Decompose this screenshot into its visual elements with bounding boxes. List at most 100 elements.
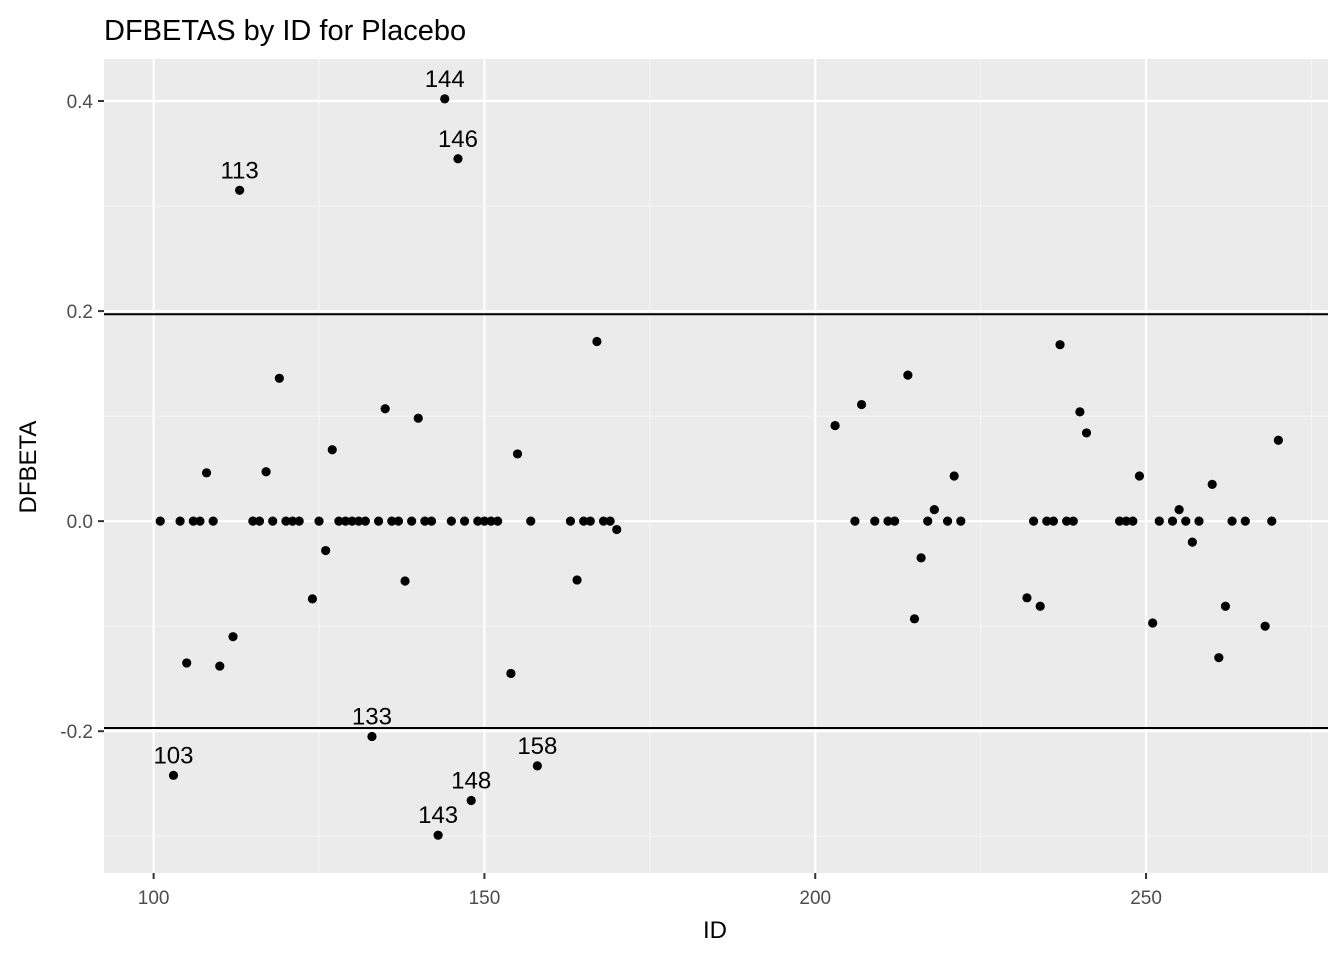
data-point xyxy=(446,516,456,526)
data-point xyxy=(248,516,258,526)
data-point xyxy=(1214,653,1224,663)
data-point xyxy=(201,468,212,478)
data-point xyxy=(354,516,364,526)
data-point xyxy=(1187,537,1197,547)
data-point xyxy=(387,516,397,526)
data-point xyxy=(526,516,536,526)
data-point xyxy=(413,413,423,423)
point-label: 144 xyxy=(425,66,465,93)
data-point xyxy=(254,516,265,526)
data-point xyxy=(856,399,867,410)
data-point xyxy=(420,516,430,526)
data-point xyxy=(1267,516,1277,526)
data-point xyxy=(506,668,516,679)
data-point xyxy=(1042,516,1052,526)
data-points xyxy=(155,94,1283,840)
x-tick-label: 100 xyxy=(138,888,170,909)
major-gridlines xyxy=(104,59,1328,873)
data-point xyxy=(942,516,953,526)
point-label: 143 xyxy=(418,802,458,829)
data-point xyxy=(598,516,609,526)
data-point xyxy=(1194,516,1204,526)
data-point xyxy=(1174,504,1184,515)
data-point xyxy=(235,185,245,195)
data-point xyxy=(195,516,205,526)
data-point xyxy=(890,516,900,526)
data-point xyxy=(281,516,291,526)
data-point xyxy=(883,516,893,526)
data-point xyxy=(486,516,496,526)
data-point xyxy=(287,516,298,526)
data-point xyxy=(1048,516,1059,526)
data-point xyxy=(188,516,198,526)
y-axis-title: DFBETA xyxy=(15,421,42,514)
data-point xyxy=(949,471,959,481)
y-tick-label: 0.2 xyxy=(67,302,93,323)
data-point xyxy=(268,516,278,526)
data-point xyxy=(453,154,463,164)
data-point xyxy=(1028,516,1039,526)
data-point xyxy=(1081,428,1092,438)
data-point xyxy=(565,516,576,526)
data-point xyxy=(228,632,238,642)
data-point xyxy=(440,94,450,104)
data-point xyxy=(400,576,410,586)
data-point xyxy=(923,516,933,526)
data-point xyxy=(175,516,185,526)
data-point xyxy=(314,516,324,526)
point-label: 133 xyxy=(352,703,392,730)
data-point xyxy=(1148,618,1158,628)
y-tick-label: 0.0 xyxy=(67,512,93,533)
data-point xyxy=(1062,516,1072,526)
data-point xyxy=(373,516,384,526)
data-point xyxy=(380,404,390,414)
data-point xyxy=(208,516,218,526)
data-point xyxy=(1227,516,1237,526)
data-point xyxy=(1134,471,1145,481)
data-point xyxy=(1240,516,1250,526)
data-point xyxy=(903,370,913,380)
data-point xyxy=(327,445,337,455)
data-point xyxy=(274,373,284,383)
data-point xyxy=(512,449,523,459)
data-point xyxy=(360,516,370,526)
data-point xyxy=(393,516,404,526)
data-point xyxy=(459,516,470,526)
data-point xyxy=(909,614,920,624)
y-axis-ticks: -0.2 0.0 0.2 0.4 xyxy=(60,92,104,743)
data-point xyxy=(433,830,443,840)
data-point xyxy=(334,516,344,526)
data-point xyxy=(572,575,582,585)
data-point xyxy=(612,524,622,535)
data-point xyxy=(473,516,483,526)
data-point xyxy=(830,420,840,431)
y-tick-label: 0.4 xyxy=(67,92,94,113)
data-point xyxy=(956,516,966,526)
data-point xyxy=(916,553,926,563)
data-point xyxy=(1128,516,1138,526)
data-point xyxy=(1167,516,1178,526)
data-point xyxy=(261,467,271,477)
y-tick-label: -0.2 xyxy=(60,722,93,743)
data-point xyxy=(585,516,595,526)
data-point xyxy=(1220,601,1231,611)
data-point xyxy=(321,545,331,556)
x-tick-label: 150 xyxy=(469,888,501,909)
data-point xyxy=(466,795,476,806)
data-point xyxy=(1068,516,1078,526)
plot-panel xyxy=(104,59,1328,873)
point-labels: 103 113 133 143 144 146 148 158 xyxy=(153,66,557,829)
data-point xyxy=(307,594,318,604)
data-point xyxy=(579,516,589,526)
data-point xyxy=(367,731,377,742)
data-point xyxy=(493,516,503,526)
point-label: 148 xyxy=(451,768,491,795)
point-label: 158 xyxy=(517,733,557,760)
data-point xyxy=(1121,516,1131,526)
chart-title: DFBETAS by ID for Placebo xyxy=(104,15,466,47)
data-point xyxy=(929,504,939,515)
data-point xyxy=(1035,601,1045,611)
data-point xyxy=(215,661,225,671)
point-label: 103 xyxy=(153,742,193,769)
